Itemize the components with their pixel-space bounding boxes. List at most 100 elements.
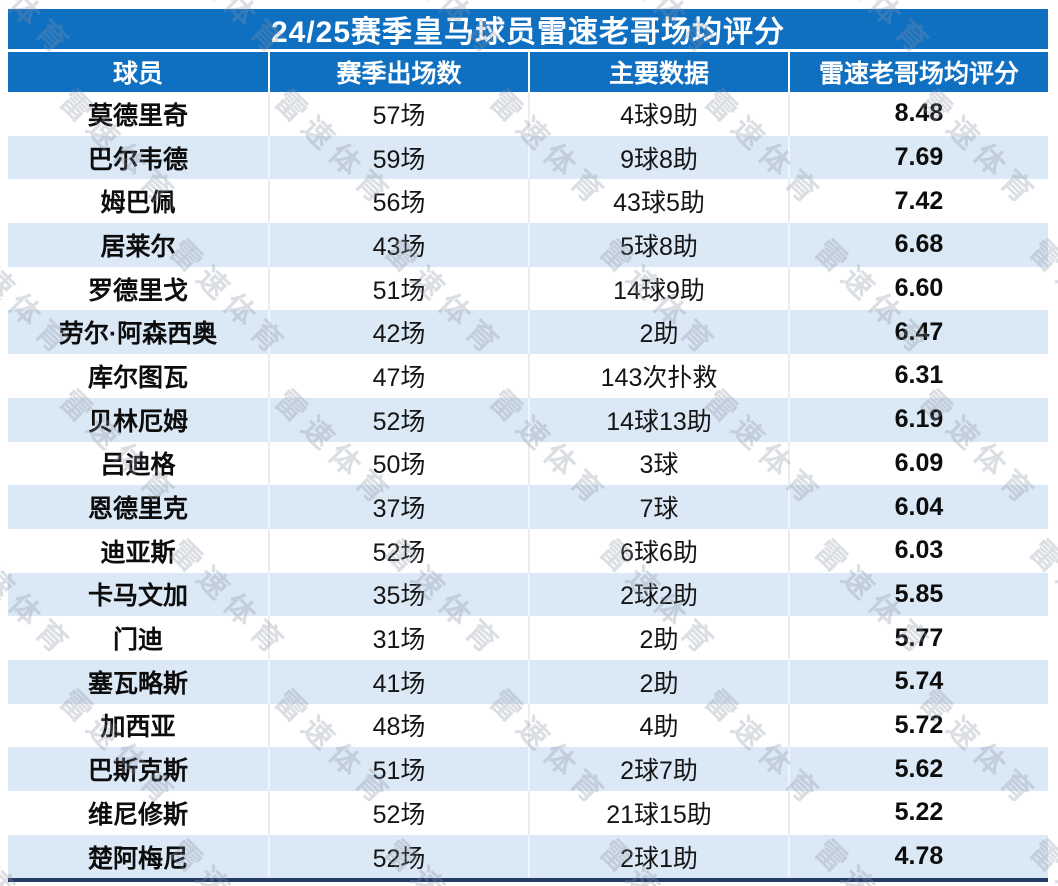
appearances-cell: 48场 — [268, 703, 528, 748]
player-name-cell: 姆巴佩 — [100, 189, 176, 218]
page-title: 24/25赛季皇马球员雷速老哥场均评分 — [8, 9, 1048, 49]
table-row: 楚阿梅尼 52场 2球1助 4.78 — [8, 834, 1048, 879]
rating-table: 24/25赛季皇马球员雷速老哥场均评分 球员 赛季出场数 主要数据 雷速老哥场均… — [8, 9, 1048, 883]
rating-cell: 5.62 — [788, 747, 1048, 791]
player-name-cell: 恩德里克 — [87, 495, 188, 524]
appearances-cell: 56场 — [268, 179, 528, 224]
key-stats-cell: 143次扑救 — [528, 354, 788, 398]
table-bottom-bar — [8, 878, 1048, 883]
player-name-cell: 巴斯克斯 — [87, 757, 188, 786]
table-row: 维尼修斯 52场 21球15助 5.22 — [8, 791, 1048, 835]
appearances-cell: 47场 — [268, 354, 528, 398]
table-body: 莫德里奇 57场 4球9助 8.48 巴尔韦德 59场 9球8助 7.69 姆巴… — [8, 92, 1048, 879]
rating-cell: 6.31 — [788, 354, 1048, 398]
table-row: 居莱尔 43场 5球8助 6.68 — [8, 223, 1048, 267]
player-name-cell: 莫德里奇 — [87, 101, 188, 130]
appearances-cell: 41场 — [268, 659, 528, 704]
table-row: 贝林厄姆 52场 14球13助 6.19 — [8, 397, 1048, 442]
player-name-cell: 塞瓦略斯 — [87, 669, 188, 698]
rating-cell: 5.72 — [788, 703, 1048, 748]
key-stats-cell: 2助 — [528, 616, 788, 660]
rating-cell: 8.48 — [788, 92, 1048, 136]
player-name-cell: 卡马文加 — [87, 582, 188, 611]
key-stats-cell: 2球1助 — [528, 834, 788, 879]
appearances-cell: 52场 — [268, 397, 528, 442]
player-name-cell: 劳尔·阿森西奥 — [58, 320, 218, 349]
rating-cell: 5.74 — [788, 659, 1048, 704]
player-name-cell: 楚阿梅尼 — [87, 844, 188, 873]
player-name-cell: 维尼修斯 — [87, 800, 188, 829]
rating-cell: 6.04 — [788, 485, 1048, 529]
appearances-cell: 50场 — [268, 441, 528, 486]
key-stats-cell: 21球15助 — [528, 791, 788, 835]
appearances-cell: 52场 — [268, 791, 528, 835]
player-name-cell: 吕迪格 — [100, 451, 176, 480]
rating-cell: 6.60 — [788, 266, 1048, 311]
rating-cell: 4.78 — [788, 834, 1048, 879]
table-row: 劳尔·阿森西奥 42场 2助 6.47 — [8, 310, 1048, 355]
table-header-row: 球员 赛季出场数 主要数据 雷速老哥场均评分 — [8, 52, 1048, 92]
rating-cell: 5.85 — [788, 572, 1048, 617]
table-row: 巴尔韦德 59场 9球8助 7.69 — [8, 135, 1048, 180]
rating-cell: 6.03 — [788, 528, 1048, 573]
player-name-cell: 迪亚斯 — [100, 538, 176, 567]
table-row: 门迪 31场 2助 5.77 — [8, 616, 1048, 660]
table-row: 莫德里奇 57场 4球9助 8.48 — [8, 92, 1048, 136]
table-row: 恩德里克 37场 7球 6.04 — [8, 485, 1048, 529]
key-stats-cell: 2助 — [528, 310, 788, 355]
player-name-cell: 巴尔韦德 — [87, 145, 188, 174]
appearances-cell: 59场 — [268, 135, 528, 180]
key-stats-cell: 6球6助 — [528, 528, 788, 573]
player-name-cell: 罗德里戈 — [87, 276, 188, 305]
appearances-cell: 57场 — [268, 92, 528, 136]
key-stats-cell: 14球9助 — [528, 266, 788, 311]
appearances-cell: 43场 — [268, 223, 528, 267]
rating-cell: 7.69 — [788, 135, 1048, 180]
rating-cell: 5.77 — [788, 616, 1048, 660]
rating-cell: 6.68 — [788, 223, 1048, 267]
key-stats-cell: 5球8助 — [528, 223, 788, 267]
key-stats-cell: 4助 — [528, 703, 788, 748]
table-row: 库尔图瓦 47场 143次扑救 6.31 — [8, 354, 1048, 398]
column-header-player: 球员 — [112, 60, 163, 88]
table-row: 姆巴佩 56场 43球5助 7.42 — [8, 179, 1048, 224]
player-name-cell: 加西亚 — [100, 713, 176, 742]
key-stats-cell: 3球 — [528, 441, 788, 486]
column-header-rating: 雷速老哥场均评分 — [788, 52, 1048, 92]
column-header-appearances: 赛季出场数 — [268, 52, 528, 92]
key-stats-cell: 2球7助 — [528, 747, 788, 791]
table-row: 吕迪格 50场 3球 6.09 — [8, 441, 1048, 486]
table-row: 巴斯克斯 51场 2球7助 5.62 — [8, 747, 1048, 791]
table-row: 卡马文加 35场 2球2助 5.85 — [8, 572, 1048, 617]
player-name-cell: 贝林厄姆 — [87, 407, 188, 436]
appearances-cell: 37场 — [268, 485, 528, 529]
appearances-cell: 51场 — [268, 747, 528, 791]
key-stats-cell: 43球5助 — [528, 179, 788, 224]
player-name-cell: 门迪 — [112, 626, 163, 655]
rating-cell: 7.42 — [788, 179, 1048, 224]
key-stats-cell: 4球9助 — [528, 92, 788, 136]
appearances-cell: 31场 — [268, 616, 528, 660]
key-stats-cell: 14球13助 — [528, 397, 788, 442]
appearances-cell: 51场 — [268, 266, 528, 311]
table-row: 迪亚斯 52场 6球6助 6.03 — [8, 528, 1048, 573]
rating-cell: 5.22 — [788, 791, 1048, 835]
appearances-cell: 42场 — [268, 310, 528, 355]
rating-cell: 6.19 — [788, 397, 1048, 442]
player-name-cell: 居莱尔 — [100, 232, 176, 261]
player-name-cell: 库尔图瓦 — [87, 363, 188, 392]
appearances-cell: 52场 — [268, 834, 528, 879]
rating-cell: 6.09 — [788, 441, 1048, 486]
key-stats-cell: 2球2助 — [528, 572, 788, 617]
table-row: 罗德里戈 51场 14球9助 6.60 — [8, 266, 1048, 311]
key-stats-cell: 9球8助 — [528, 135, 788, 180]
table-row: 加西亚 48场 4助 5.72 — [8, 703, 1048, 748]
appearances-cell: 35场 — [268, 572, 528, 617]
appearances-cell: 52场 — [268, 528, 528, 573]
rating-cell: 6.47 — [788, 310, 1048, 355]
key-stats-cell: 7球 — [528, 485, 788, 529]
column-header-key-stats: 主要数据 — [528, 52, 788, 92]
key-stats-cell: 2助 — [528, 659, 788, 704]
table-row: 塞瓦略斯 41场 2助 5.74 — [8, 659, 1048, 704]
